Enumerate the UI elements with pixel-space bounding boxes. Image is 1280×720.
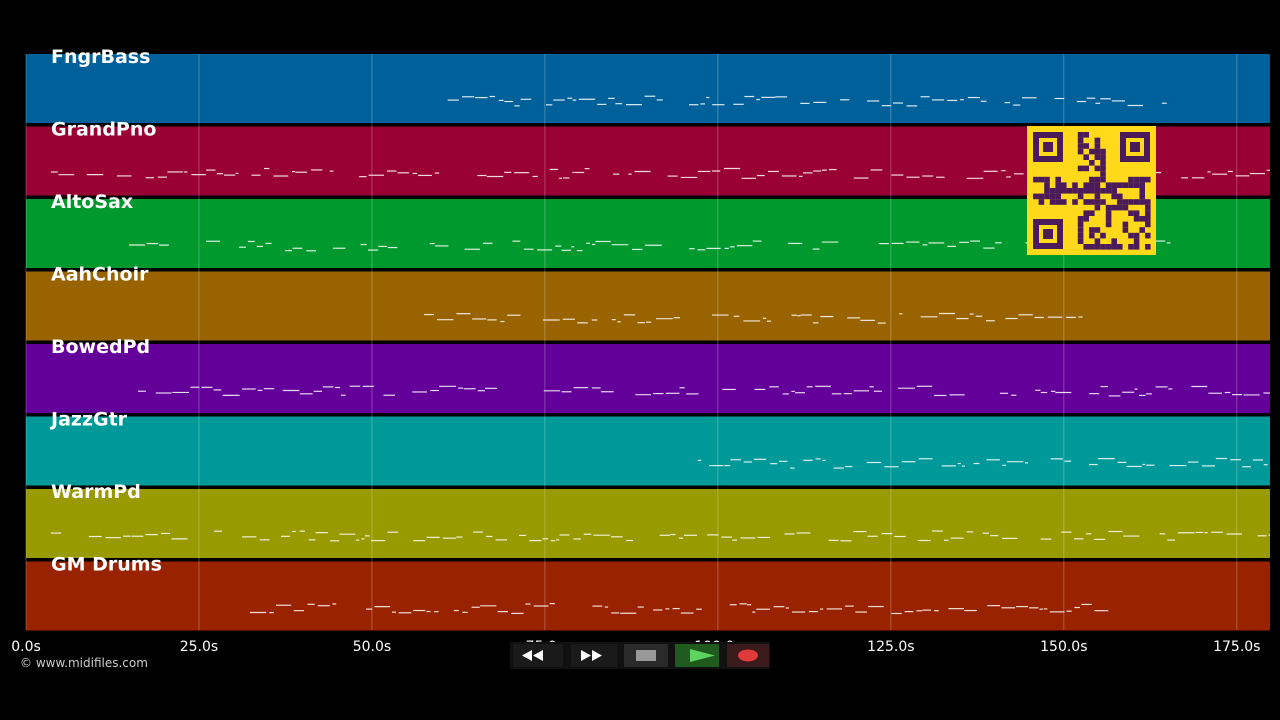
copyright: © www.midifiles.com	[20, 656, 148, 670]
notes	[447, 95, 1167, 107]
track-lane	[26, 344, 1270, 413]
tick-label: 25.0s	[180, 639, 218, 655]
track-lane	[26, 54, 1270, 123]
notes	[249, 603, 1109, 615]
notes	[697, 457, 1268, 469]
grid	[25, 54, 1238, 630]
notes	[137, 385, 1270, 397]
record-button[interactable]	[727, 644, 769, 667]
forward-button[interactable]	[571, 644, 617, 667]
time-axis: 0.0s25.0s50.0s75.0s100.0s125.0s150.0s175…	[11, 639, 1260, 655]
tick-label: 50.0s	[353, 639, 391, 655]
track-lane	[26, 489, 1270, 558]
notes	[50, 167, 1270, 179]
tick-label: 125.0s	[867, 639, 914, 655]
play-button[interactable]	[675, 644, 719, 667]
track-name: WarmPd	[51, 481, 141, 503]
tick-label: 0.0s	[11, 639, 41, 655]
controls	[510, 642, 770, 669]
track-name: GM Drums	[51, 554, 162, 576]
tracks: FngrBass GrandPno AltoSax AahChoir BowedPd Ja…	[26, 46, 1270, 631]
rewind-button[interactable]	[513, 644, 563, 667]
qr-code	[1027, 126, 1156, 255]
track-name: AltoSax	[51, 191, 133, 213]
track-name: AahChoir	[51, 264, 149, 286]
tick-label: 175.0s	[1213, 639, 1260, 655]
notes	[50, 530, 1270, 542]
track-lane	[26, 416, 1270, 486]
track-lane	[26, 271, 1270, 341]
notes	[424, 312, 1083, 324]
track-name: FngrBass	[51, 46, 150, 68]
track-name: BowedPd	[51, 336, 150, 358]
track-name: JazzGtr	[49, 409, 128, 431]
tick-label: 150.0s	[1040, 639, 1087, 655]
track-lane	[26, 561, 1270, 631]
track-name: GrandPno	[51, 119, 156, 141]
stop-button[interactable]	[624, 644, 668, 667]
